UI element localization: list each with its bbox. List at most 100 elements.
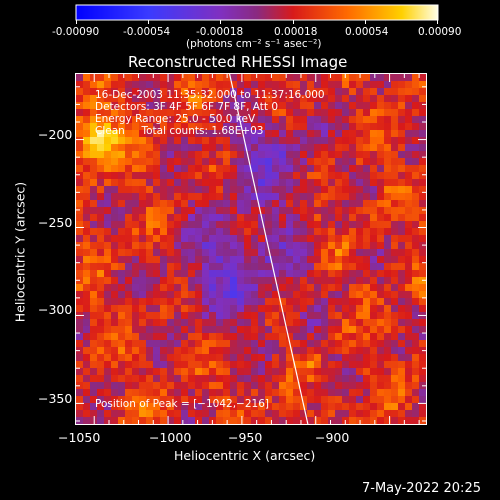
- heatmap-cell: [412, 228, 420, 236]
- heatmap-cell: [90, 179, 98, 187]
- heatmap-cell: [321, 284, 329, 292]
- heatmap-cell: [293, 403, 301, 411]
- heatmap-cell: [300, 354, 308, 362]
- heatmap-cell: [405, 277, 413, 285]
- heatmap-cell: [251, 207, 259, 215]
- heatmap-cell: [146, 403, 154, 411]
- heatmap-cell: [286, 389, 294, 397]
- heatmap-cell: [118, 340, 126, 348]
- heatmap-cell: [132, 319, 140, 327]
- heatmap-cell: [384, 298, 392, 306]
- heatmap-cell: [349, 403, 357, 411]
- heatmap-cell: [377, 256, 385, 264]
- heatmap-cell: [328, 249, 336, 257]
- heatmap-cell: [223, 221, 231, 229]
- heatmap-cell: [349, 158, 357, 166]
- heatmap-cell: [111, 81, 119, 89]
- heatmap-cell: [237, 214, 245, 222]
- heatmap-cell: [349, 200, 357, 208]
- heatmap-cell: [342, 263, 350, 271]
- heatmap-cell: [342, 389, 350, 397]
- heatmap-cell: [279, 95, 287, 103]
- heatmap-cell: [272, 375, 280, 383]
- heatmap-cell: [300, 165, 308, 173]
- heatmap-cell: [272, 193, 280, 201]
- heatmap-cell: [230, 368, 238, 376]
- heatmap-cell: [153, 284, 161, 292]
- heatmap-cell: [209, 228, 217, 236]
- heatmap-cell: [244, 270, 252, 278]
- heatmap-cell: [174, 165, 182, 173]
- heatmap-cell: [342, 305, 350, 313]
- heatmap-cell: [202, 151, 210, 159]
- heatmap-cell: [237, 228, 245, 236]
- heatmap-cell: [356, 179, 364, 187]
- heatmap-cell: [125, 249, 133, 257]
- heatmap-cell: [405, 242, 413, 250]
- heatmap-cell: [139, 165, 147, 173]
- heatmap-cell: [349, 116, 357, 124]
- heatmap-cell: [230, 403, 238, 411]
- heatmap-cell: [405, 95, 413, 103]
- heatmap-cell: [251, 298, 259, 306]
- heatmap-cell: [181, 389, 189, 397]
- heatmap-cell: [160, 382, 168, 390]
- heatmap-cell: [174, 298, 182, 306]
- heatmap-cell: [209, 284, 217, 292]
- heatmap-cell: [188, 214, 196, 222]
- heatmap-cell: [314, 389, 322, 397]
- heatmap-cell: [223, 249, 231, 257]
- heatmap-cell: [181, 312, 189, 320]
- heatmap-cell: [300, 214, 308, 222]
- heatmap-cell: [216, 242, 224, 250]
- heatmap-cell: [146, 291, 154, 299]
- heatmap-cell: [419, 326, 427, 334]
- heatmap-cell: [307, 340, 315, 348]
- heatmap-cell: [286, 347, 294, 355]
- heatmap-cell: [111, 137, 119, 145]
- heatmap-cell: [209, 151, 217, 159]
- heatmap-cell: [97, 228, 105, 236]
- heatmap-cell: [342, 158, 350, 166]
- heatmap-cell: [279, 235, 287, 243]
- heatmap-cell: [314, 158, 322, 166]
- heatmap-cell: [160, 102, 168, 110]
- heatmap-cell: [412, 172, 420, 180]
- heatmap-cell: [412, 235, 420, 243]
- heatmap-cell: [132, 305, 140, 313]
- heatmap-cell: [160, 193, 168, 201]
- heatmap-cell: [216, 200, 224, 208]
- heatmap-cell: [97, 81, 105, 89]
- heatmap-cell: [391, 270, 399, 278]
- heatmap-cell: [258, 200, 266, 208]
- heatmap-cell: [244, 116, 252, 124]
- heatmap-cell: [377, 333, 385, 341]
- heatmap-cell: [104, 326, 112, 334]
- heatmap-cell: [363, 228, 371, 236]
- heatmap-cell: [97, 375, 105, 383]
- heatmap-cell: [125, 242, 133, 250]
- heatmap-cell: [139, 144, 147, 152]
- heatmap-cell: [328, 354, 336, 362]
- heatmap-cell: [223, 109, 231, 117]
- heatmap-cell: [265, 263, 273, 271]
- heatmap-cell: [104, 347, 112, 355]
- heatmap-cell: [405, 410, 413, 418]
- heatmap-cell: [398, 214, 406, 222]
- heatmap-cell: [300, 242, 308, 250]
- heatmap-cell: [97, 403, 105, 411]
- heatmap-cell: [314, 228, 322, 236]
- heatmap-cell: [104, 116, 112, 124]
- heatmap-cell: [118, 389, 126, 397]
- heatmap-cell: [111, 151, 119, 159]
- heatmap-cell: [76, 81, 84, 89]
- heatmap-cell: [300, 207, 308, 215]
- heatmap-cell: [391, 256, 399, 264]
- heatmap-cell: [97, 361, 105, 369]
- heatmap-cell: [139, 214, 147, 222]
- heatmap-cell: [328, 312, 336, 320]
- heatmap-cell: [363, 186, 371, 194]
- y-tick-label: −300: [38, 302, 73, 317]
- heatmap-cell: [216, 319, 224, 327]
- heatmap-cell: [286, 102, 294, 110]
